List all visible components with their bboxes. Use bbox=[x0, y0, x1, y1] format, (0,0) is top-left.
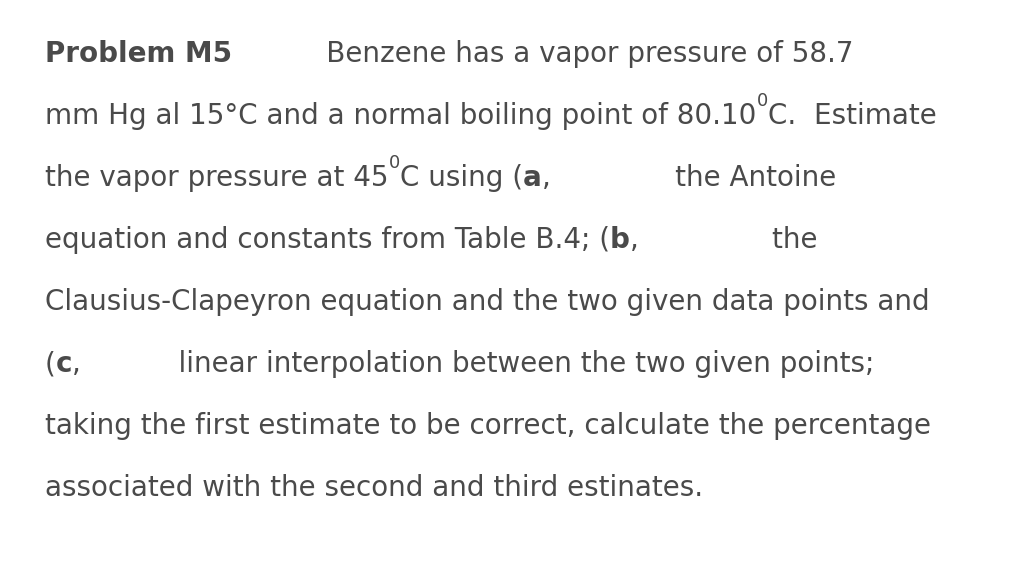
Text: 0: 0 bbox=[388, 154, 399, 172]
Text: taking the first estimate to be correct, calculate the percentage: taking the first estimate to be correct,… bbox=[45, 412, 931, 440]
Text: ,              the Antoine: , the Antoine bbox=[542, 164, 836, 192]
Text: Problem M5: Problem M5 bbox=[45, 40, 233, 68]
Text: c: c bbox=[56, 350, 72, 378]
Text: (: ( bbox=[45, 350, 56, 378]
Text: Clausius-Clapeyron equation and the two given data points and: Clausius-Clapeyron equation and the two … bbox=[45, 288, 930, 316]
Text: the vapor pressure at 45: the vapor pressure at 45 bbox=[45, 164, 388, 192]
Text: equation and constants from Table B.4; (: equation and constants from Table B.4; ( bbox=[45, 226, 610, 254]
Text: C.  Estimate: C. Estimate bbox=[767, 102, 936, 130]
Text: C using (: C using ( bbox=[399, 164, 523, 192]
Text: mm Hg al 15°C and a normal boiling point of 80.10: mm Hg al 15°C and a normal boiling point… bbox=[45, 102, 756, 130]
Text: 0: 0 bbox=[756, 92, 767, 110]
Text: Benzene has a vapor pressure of 58.7: Benzene has a vapor pressure of 58.7 bbox=[233, 40, 853, 68]
Text: b: b bbox=[610, 226, 630, 254]
Text: ,               the: , the bbox=[630, 226, 817, 254]
Text: ,           linear interpolation between the two given points;: , linear interpolation between the two g… bbox=[72, 350, 875, 378]
Text: associated with the second and third estіnates.: associated with the second and third est… bbox=[45, 474, 703, 502]
Text: a: a bbox=[523, 164, 542, 192]
